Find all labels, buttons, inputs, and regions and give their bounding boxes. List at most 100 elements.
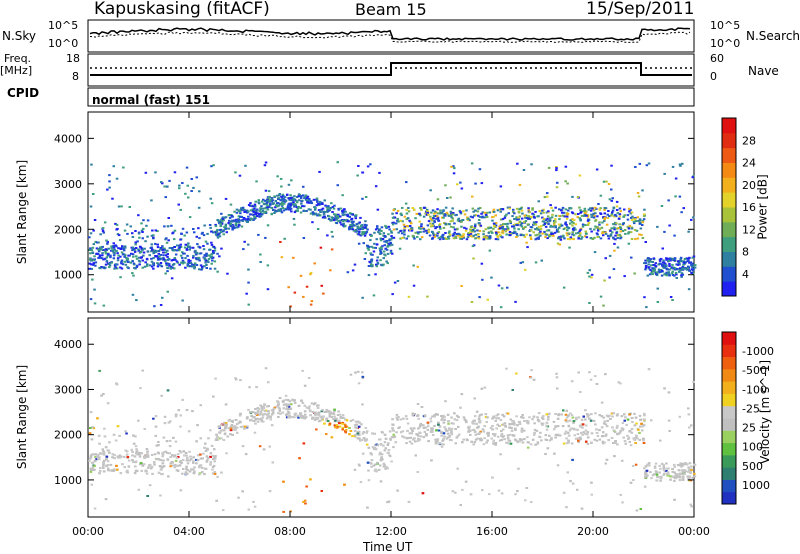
- data-cell: [277, 412, 280, 415]
- data-cell: [133, 249, 137, 252]
- data-cell: [376, 261, 380, 264]
- data-cell: [658, 259, 662, 262]
- data-cell: [208, 248, 211, 251]
- noise-left-tick-top: 10^5: [48, 19, 79, 32]
- data-cell: [682, 207, 685, 210]
- velocity-panel-frame: [87, 317, 695, 518]
- data-cell: [533, 422, 536, 425]
- data-cell: [337, 425, 340, 428]
- data-cell: [643, 467, 646, 470]
- data-cell: [382, 465, 386, 468]
- data-cell: [656, 287, 659, 290]
- data-cell: [399, 418, 403, 421]
- data-cell: [655, 479, 659, 482]
- data-cell: [254, 205, 257, 208]
- data-cell: [167, 257, 171, 260]
- data-cell: [594, 412, 597, 415]
- data-cell: [305, 197, 309, 199]
- data-cell: [142, 254, 145, 257]
- data-cell: [325, 205, 329, 208]
- data-cell: [633, 412, 636, 415]
- data-cell: [624, 416, 627, 419]
- data-cell: [483, 425, 486, 427]
- data-cell: [257, 233, 260, 236]
- data-cell: [352, 224, 355, 227]
- data-cell: [438, 224, 441, 227]
- data-cell: [361, 371, 364, 374]
- data-cell: [580, 507, 584, 510]
- data-cell: [332, 219, 336, 222]
- data-cell: [164, 450, 168, 453]
- data-cell: [183, 234, 186, 237]
- data-cell: [361, 377, 365, 380]
- data-cell: [214, 377, 217, 380]
- data-cell: [692, 255, 696, 258]
- data-cell: [359, 216, 362, 219]
- data-cell: [558, 226, 561, 229]
- data-cell: [576, 488, 579, 491]
- data-cell: [91, 263, 94, 266]
- data-cell: [327, 209, 330, 212]
- data-cell: [650, 264, 653, 267]
- data-cell: [411, 430, 414, 433]
- data-cell: [336, 217, 340, 219]
- data-cell: [131, 260, 134, 263]
- data-cell: [192, 456, 195, 459]
- data-cell: [214, 225, 218, 228]
- data-cell: [566, 238, 570, 240]
- data-cell: [102, 466, 105, 469]
- data-cell: [88, 459, 91, 462]
- data-cell: [438, 226, 442, 228]
- data-cell: [111, 453, 114, 456]
- data-cell: [312, 213, 315, 216]
- data-cell: [523, 214, 526, 217]
- data-cell: [114, 244, 117, 247]
- data-cell: [315, 198, 318, 201]
- data-cell: [476, 210, 480, 213]
- data-cell: [454, 428, 457, 430]
- data-cell: [476, 229, 479, 232]
- data-cell: [577, 213, 580, 215]
- data-cell: [261, 207, 265, 210]
- data-cell: [466, 439, 469, 442]
- data-cell: [517, 228, 520, 231]
- data-cell: [669, 478, 672, 481]
- data-cell: [150, 260, 154, 263]
- data-cell: [173, 246, 176, 248]
- data-cell: [523, 235, 527, 238]
- data-cell: [477, 207, 480, 210]
- data-cell: [621, 459, 624, 462]
- data-cell: [606, 234, 610, 237]
- data-cell: [598, 221, 601, 224]
- data-cell: [212, 464, 216, 467]
- data-cell: [619, 382, 622, 385]
- data-cell: [576, 428, 579, 431]
- data-cell: [146, 250, 150, 253]
- data-cell: [459, 504, 462, 506]
- data-cell: [356, 420, 360, 423]
- data-cell: [268, 490, 272, 493]
- data-cell: [671, 266, 674, 269]
- data-cell: [427, 228, 430, 231]
- data-cell: [197, 245, 200, 248]
- date-label: 15/Sep/2011: [586, 0, 695, 19]
- data-cell: [628, 430, 631, 433]
- data-cell: [452, 172, 456, 175]
- data-cell: [687, 466, 690, 469]
- data-cell: [115, 228, 118, 231]
- data-cell: [338, 413, 342, 416]
- data-cell: [693, 475, 697, 478]
- data-cell: [353, 224, 357, 227]
- data-cell: [207, 254, 211, 257]
- data-cell: [178, 249, 181, 252]
- data-cell: [146, 453, 149, 456]
- data-cell: [303, 417, 306, 420]
- data-cell: [456, 227, 459, 230]
- data-cell: [687, 257, 690, 260]
- data-cell: [568, 232, 571, 235]
- data-cell: [227, 221, 230, 224]
- data-cell: [263, 207, 267, 210]
- data-cell: [216, 270, 219, 273]
- data-cell: [460, 285, 463, 287]
- data-cell: [356, 430, 359, 433]
